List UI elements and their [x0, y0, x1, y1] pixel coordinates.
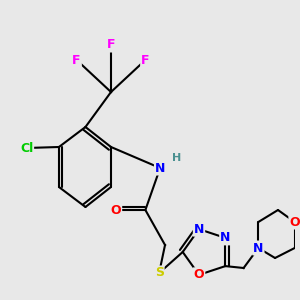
Text: N: N: [155, 161, 165, 175]
Text: S: S: [154, 266, 164, 280]
Text: Cl: Cl: [20, 142, 33, 154]
Text: O: O: [111, 203, 121, 217]
Text: O: O: [194, 268, 204, 281]
Text: N: N: [253, 242, 263, 254]
Text: N: N: [220, 231, 230, 244]
Text: F: F: [72, 53, 81, 67]
Text: F: F: [107, 38, 115, 52]
Text: N: N: [194, 223, 204, 236]
Text: O: O: [290, 215, 300, 229]
Text: F: F: [141, 53, 150, 67]
Text: H: H: [172, 153, 182, 163]
